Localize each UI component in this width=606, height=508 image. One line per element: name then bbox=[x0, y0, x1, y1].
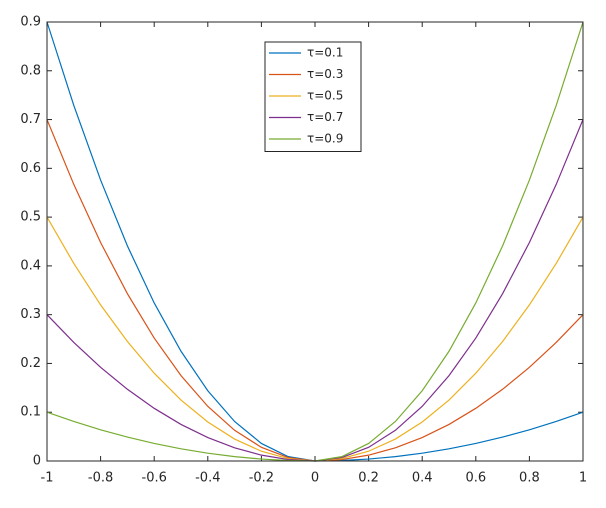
x-tick-label: 0.4 bbox=[412, 471, 433, 486]
legend-label: τ=0.3 bbox=[307, 67, 343, 81]
x-tick-label: -1 bbox=[41, 471, 54, 486]
y-tick-label: 0.5 bbox=[20, 210, 41, 225]
legend-label: τ=0.9 bbox=[307, 132, 343, 146]
y-tick-label: 0.8 bbox=[20, 63, 41, 78]
y-tick-label: 0.3 bbox=[20, 307, 41, 322]
y-tick-label: 0 bbox=[33, 454, 41, 469]
y-tick-label: 0.4 bbox=[20, 258, 41, 273]
legend bbox=[264, 41, 362, 152]
x-tick-label: 0 bbox=[311, 471, 319, 486]
y-tick-label: 0.2 bbox=[20, 356, 41, 371]
x-tick-label: -0.6 bbox=[142, 471, 167, 486]
y-tick-label: 0.7 bbox=[20, 112, 41, 127]
x-tick-label: -0.4 bbox=[195, 471, 220, 486]
axes-box bbox=[46, 21, 584, 462]
legend-label: τ=0.5 bbox=[307, 89, 343, 103]
x-tick-label: 0.2 bbox=[358, 471, 379, 486]
legend-label: τ=0.1 bbox=[307, 46, 343, 60]
legend-label: τ=0.7 bbox=[307, 110, 343, 124]
x-tick-label: 0.6 bbox=[465, 471, 486, 486]
x-tick-label: 0.8 bbox=[519, 471, 540, 486]
x-tick-label: 1 bbox=[579, 471, 587, 486]
x-tick-label: -0.8 bbox=[88, 471, 113, 486]
y-tick-label: 0.9 bbox=[20, 15, 41, 30]
x-tick-label: -0.2 bbox=[249, 471, 274, 486]
y-tick-label: 0.6 bbox=[20, 161, 41, 176]
y-tick-label: 0.1 bbox=[20, 405, 41, 420]
